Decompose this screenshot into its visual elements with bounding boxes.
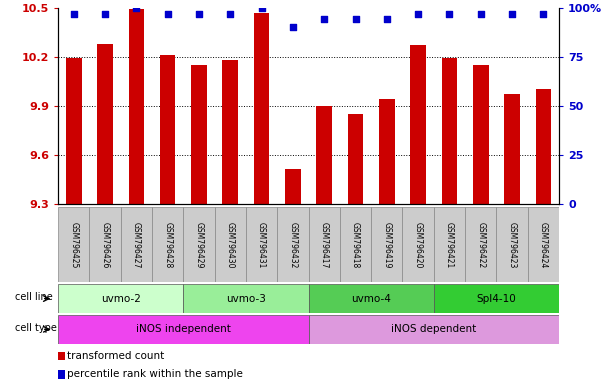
Point — [288, 24, 298, 30]
Text: GSM796418: GSM796418 — [351, 222, 360, 268]
Point — [131, 5, 141, 11]
Bar — [411, 45, 426, 204]
Point — [445, 10, 455, 17]
Text: GSM796431: GSM796431 — [257, 222, 266, 268]
Point — [69, 10, 79, 17]
Bar — [58, 284, 183, 313]
Bar — [371, 207, 403, 282]
Text: GSM796422: GSM796422 — [477, 222, 485, 268]
Text: GSM796419: GSM796419 — [382, 222, 391, 268]
Bar — [536, 89, 551, 204]
Text: iNOS dependent: iNOS dependent — [391, 324, 477, 334]
Text: uvmo-3: uvmo-3 — [226, 293, 266, 304]
Bar — [285, 169, 301, 204]
Text: GSM796424: GSM796424 — [539, 222, 548, 268]
Text: GSM796423: GSM796423 — [508, 222, 516, 268]
Bar — [58, 315, 309, 344]
Bar — [58, 352, 65, 360]
Text: GSM796428: GSM796428 — [163, 222, 172, 268]
Text: transformed count: transformed count — [67, 351, 164, 361]
Point — [257, 5, 266, 11]
Point — [194, 10, 204, 17]
Text: uvmo-4: uvmo-4 — [351, 293, 391, 304]
Text: GSM796432: GSM796432 — [288, 222, 298, 268]
Text: Spl4-10: Spl4-10 — [477, 293, 516, 304]
Bar — [309, 315, 559, 344]
Bar — [434, 284, 559, 313]
Bar — [434, 207, 465, 282]
Bar — [222, 60, 238, 204]
Bar — [504, 94, 520, 204]
Bar — [160, 55, 175, 204]
Bar — [89, 207, 121, 282]
Bar — [403, 207, 434, 282]
Text: cell line: cell line — [15, 292, 53, 302]
Point — [100, 10, 110, 17]
Bar — [528, 207, 559, 282]
Text: GSM796427: GSM796427 — [132, 222, 141, 268]
Point — [538, 10, 548, 17]
Bar — [128, 9, 144, 204]
Bar — [58, 370, 65, 379]
Text: GSM796420: GSM796420 — [414, 222, 423, 268]
Point — [225, 10, 235, 17]
Bar — [254, 13, 269, 204]
Bar — [340, 207, 371, 282]
Bar — [316, 106, 332, 204]
Bar — [97, 44, 113, 204]
Bar — [442, 58, 457, 204]
Bar — [191, 65, 207, 204]
Point — [351, 17, 360, 23]
Point — [507, 10, 517, 17]
Text: GSM796421: GSM796421 — [445, 222, 454, 268]
Point — [413, 10, 423, 17]
Bar — [246, 207, 277, 282]
Bar — [58, 207, 89, 282]
Bar — [183, 284, 309, 313]
Bar — [214, 207, 246, 282]
Bar — [66, 58, 81, 204]
Bar — [152, 207, 183, 282]
Text: cell type: cell type — [15, 323, 56, 333]
Bar — [309, 284, 434, 313]
Point — [382, 17, 392, 23]
Bar — [183, 207, 214, 282]
Bar — [277, 207, 309, 282]
Text: percentile rank within the sample: percentile rank within the sample — [67, 369, 243, 379]
Bar — [473, 65, 489, 204]
Point — [476, 10, 486, 17]
Text: iNOS independent: iNOS independent — [136, 324, 231, 334]
Text: GSM796429: GSM796429 — [194, 222, 203, 268]
Bar — [309, 207, 340, 282]
Text: GSM796417: GSM796417 — [320, 222, 329, 268]
Point — [320, 17, 329, 23]
Text: uvmo-2: uvmo-2 — [101, 293, 141, 304]
Text: GSM796430: GSM796430 — [226, 222, 235, 268]
Bar — [379, 99, 395, 204]
Bar — [348, 114, 364, 204]
Bar — [121, 207, 152, 282]
Bar — [496, 207, 528, 282]
Text: GSM796426: GSM796426 — [101, 222, 109, 268]
Bar — [465, 207, 497, 282]
Text: GSM796425: GSM796425 — [69, 222, 78, 268]
Point — [163, 10, 172, 17]
